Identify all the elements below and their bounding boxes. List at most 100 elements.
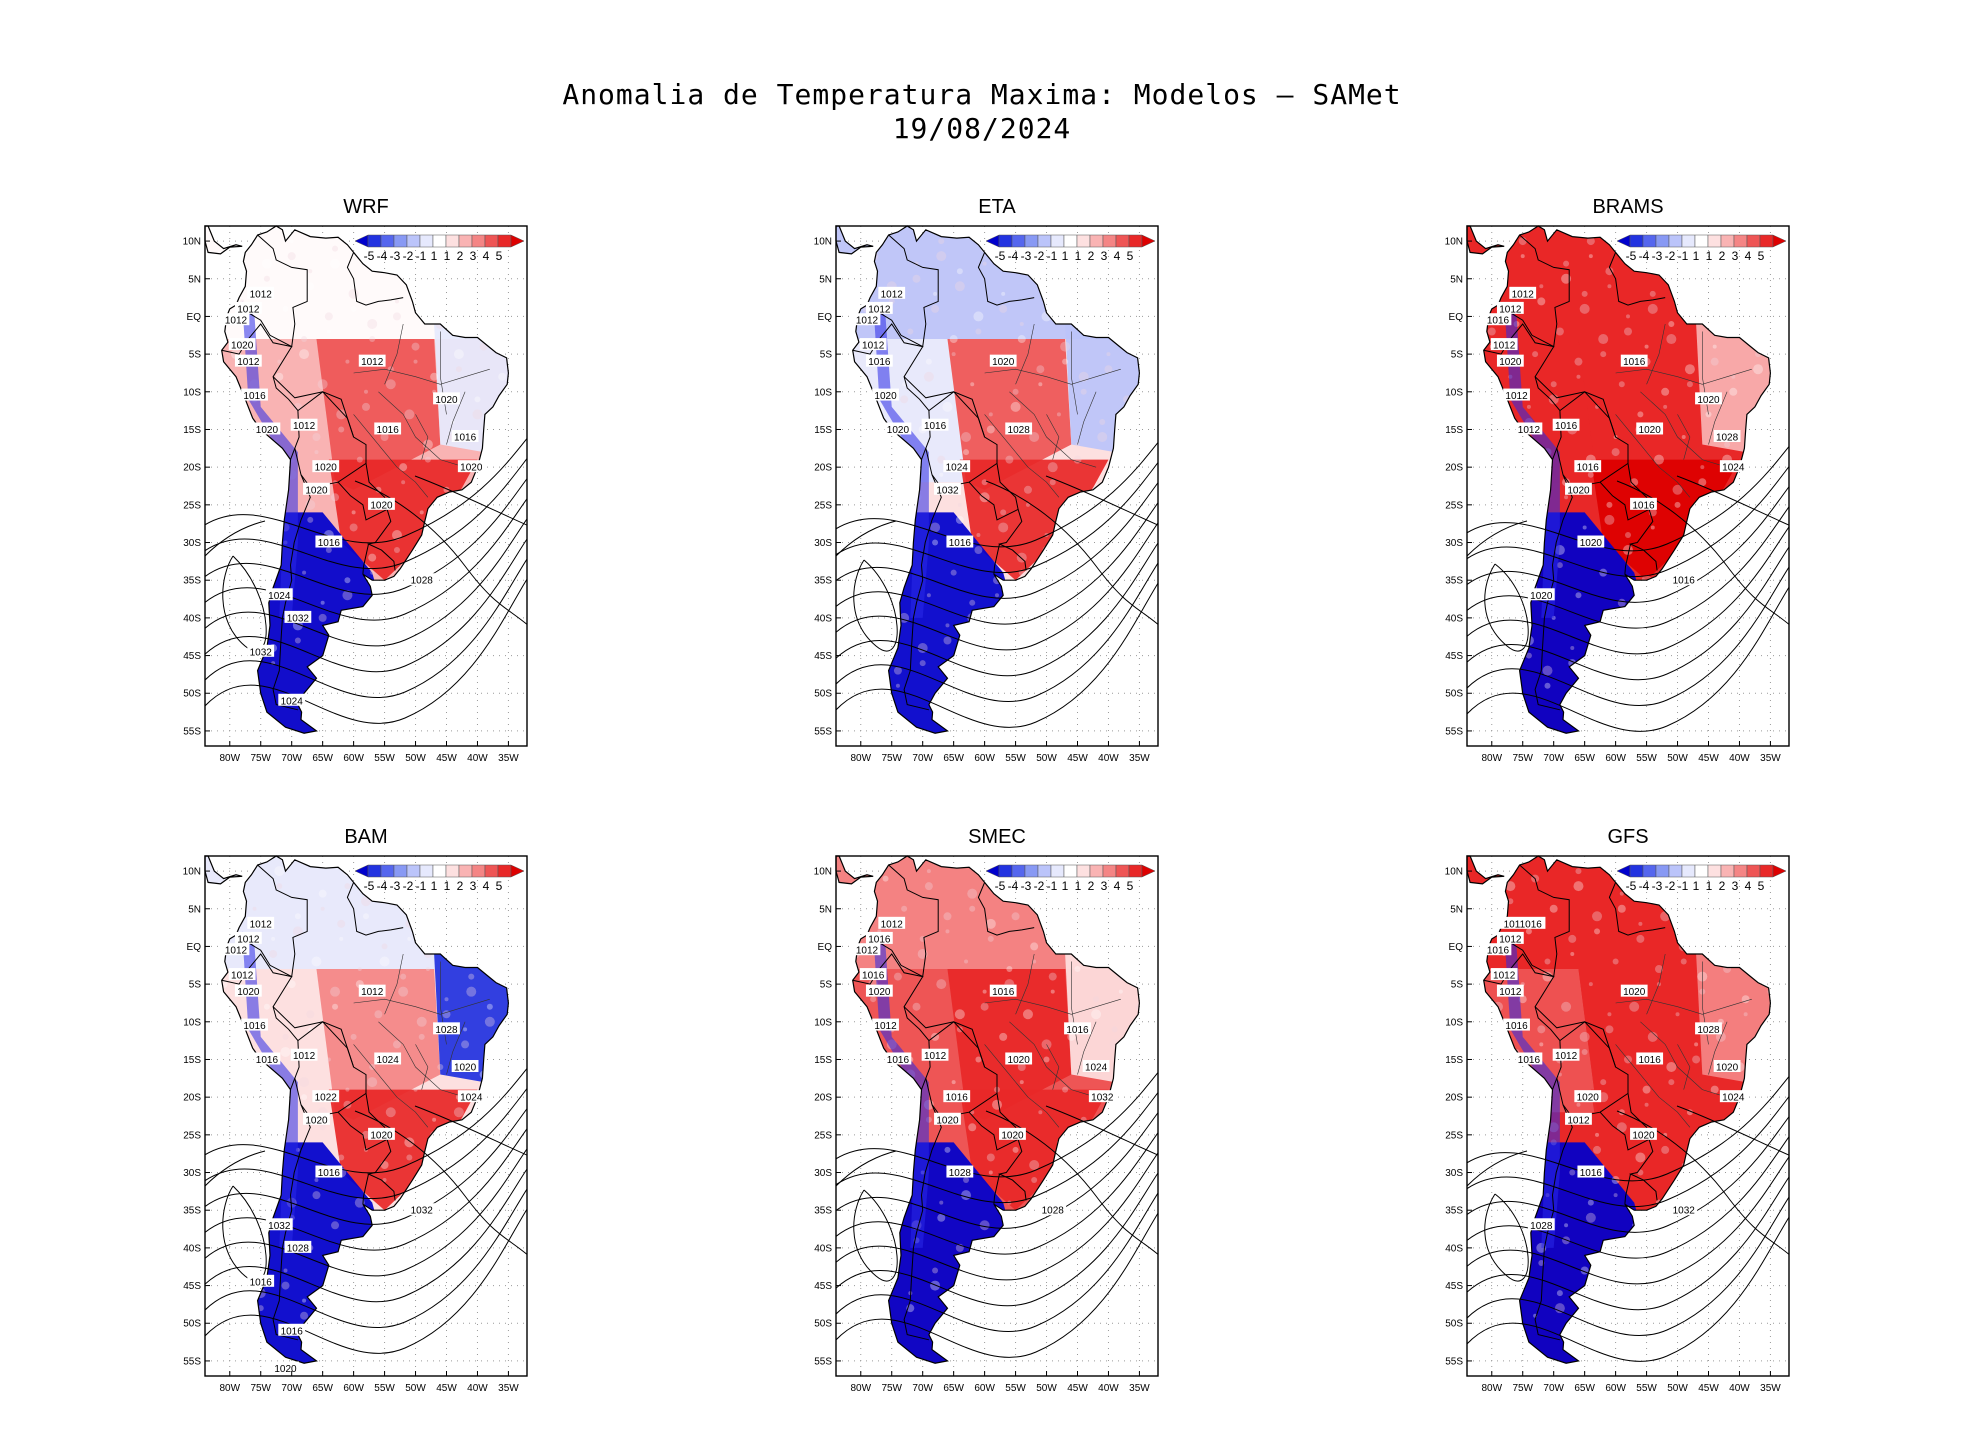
- lat-tick-label: 5S: [820, 980, 833, 991]
- colorbar-swatch: [1076, 864, 1091, 878]
- lat-tick-label: 35S: [814, 1206, 832, 1217]
- isobar-lines: [1467, 445, 1789, 732]
- isobar-label: 1012: [222, 943, 250, 957]
- lat-tick-label: 20S: [183, 1093, 201, 1104]
- colorbar-label: 4: [483, 879, 490, 893]
- svg-text:1020: 1020: [1499, 357, 1522, 368]
- isobar-label: 1024: [374, 1052, 402, 1066]
- lat-tick-label: 5N: [188, 274, 201, 285]
- lon-tick-label: 40W: [467, 753, 488, 764]
- colorbar-label: 3: [470, 249, 477, 263]
- svg-text:1012: 1012: [1505, 391, 1528, 402]
- lat-tick-label: 15S: [814, 425, 832, 436]
- lat-tick-label: 40S: [1445, 1243, 1463, 1254]
- isobar-label: 1012: [1565, 1112, 1592, 1126]
- svg-text:1020: 1020: [887, 425, 910, 436]
- lat-tick-label: 5S: [1451, 980, 1464, 991]
- isobar-label: 1016: [253, 1052, 281, 1066]
- svg-text:1024: 1024: [1722, 463, 1745, 474]
- isobar-label: 1012: [1496, 984, 1524, 998]
- isobar-label: 1012: [1490, 968, 1518, 982]
- svg-text:1016: 1016: [924, 421, 947, 432]
- colorbar-swatch: [419, 234, 434, 248]
- svg-text:1028: 1028: [949, 1168, 972, 1179]
- colorbar-swatch: [1720, 864, 1735, 878]
- svg-text:1012: 1012: [231, 971, 254, 982]
- lat-tick-label: 30S: [1445, 1168, 1463, 1179]
- colorbar-label: 3: [1101, 879, 1108, 893]
- lon-tick-label: 40W: [1098, 1383, 1119, 1394]
- colorbar-swatch: [1733, 864, 1748, 878]
- colorbar-swatch: [484, 234, 499, 248]
- colorbar-swatch: [1681, 234, 1696, 248]
- svg-text:1028: 1028: [435, 1025, 458, 1036]
- lon-tick-label: 70W: [281, 1383, 302, 1394]
- lat-tick-label: 50S: [814, 1319, 832, 1330]
- isobar-label: 1028: [946, 1165, 974, 1179]
- lat-tick-label: 45S: [183, 1281, 201, 1292]
- lat-tick-label: 35S: [814, 576, 832, 587]
- lon-tick-label: 75W: [881, 753, 902, 764]
- colorbar-label: -3: [1021, 249, 1032, 263]
- axis-labels: 10N 5N EQ 5S 10S 15S 20S 25S 30S 35S 40S 45S 50S 55S 8…: [183, 867, 520, 1394]
- lon-tick-label: 80W: [219, 753, 240, 764]
- svg-text:1020: 1020: [460, 463, 483, 474]
- colorbar-swatch: [1772, 864, 1787, 878]
- lon-tick-label: 35W: [498, 753, 519, 764]
- svg-text:1012: 1012: [868, 304, 891, 315]
- lat-tick-label: 15S: [1445, 1055, 1463, 1066]
- isobar-label: 1020: [934, 1112, 961, 1126]
- isobar-label: 1016: [1484, 313, 1512, 327]
- svg-text:1016: 1016: [1066, 1025, 1089, 1036]
- figure-title: Anomalia de Temperatura Maxima: Modelos …: [562, 78, 1402, 111]
- isobar-label: 1016: [1636, 1052, 1664, 1066]
- isobar-label: 1028: [1713, 430, 1741, 444]
- colorbar-label: 1: [1062, 249, 1069, 263]
- isobar-label: 1028: [408, 573, 436, 587]
- colorbar-swatch: [1089, 864, 1104, 878]
- map-frame: [1466, 855, 1790, 1377]
- svg-text:1016: 1016: [1487, 946, 1510, 957]
- isobar-label: 1012: [228, 968, 256, 982]
- lon-tick-label: 45W: [1698, 753, 1719, 764]
- svg-text:1016: 1016: [868, 357, 891, 368]
- svg-text:1016: 1016: [243, 391, 266, 402]
- svg-text:1016: 1016: [1632, 500, 1655, 511]
- lon-tick-label: 55W: [1636, 753, 1657, 764]
- colorbar-label: -3: [1021, 879, 1032, 893]
- svg-text:1020: 1020: [1639, 425, 1662, 436]
- colorbar-swatch: [406, 864, 421, 878]
- colorbar-label: -5: [995, 879, 1006, 893]
- lon-tick-label: 70W: [1543, 753, 1564, 764]
- isobar-label: 1016: [1552, 418, 1580, 432]
- lat-tick-label: 55S: [1445, 1356, 1463, 1367]
- lon-tick-label: 50W: [405, 753, 426, 764]
- lat-tick-label: 15S: [183, 425, 201, 436]
- colorbar-label: 5: [1758, 249, 1765, 263]
- colorbar-label: 1: [1693, 879, 1700, 893]
- lat-tick-label: 45S: [1445, 1281, 1463, 1292]
- isobar-label: 1016: [315, 535, 343, 549]
- isobar-label: 1032: [934, 482, 961, 496]
- isobar-label: 1032: [265, 1218, 293, 1232]
- svg-text:1020: 1020: [874, 391, 897, 402]
- svg-text:1012: 1012: [881, 289, 904, 300]
- colorbar-label: -5: [1626, 249, 1637, 263]
- lon-tick-label: 40W: [1729, 1383, 1750, 1394]
- colorbar-swatch: [1707, 234, 1722, 248]
- colorbar-label: -5: [1626, 879, 1637, 893]
- colorbar-label: 5: [1127, 249, 1134, 263]
- lat-tick-label: 5S: [820, 350, 833, 361]
- colorbar-swatch: [367, 864, 382, 878]
- figure-date: 19/08/2024: [892, 112, 1072, 145]
- svg-text:1012: 1012: [237, 357, 260, 368]
- isobar-label: 1012: [1552, 1048, 1580, 1062]
- isobar-label: 1016: [1574, 460, 1602, 474]
- svg-text:1020: 1020: [435, 395, 458, 406]
- svg-text:1020: 1020: [992, 357, 1015, 368]
- svg-text:1020: 1020: [1567, 485, 1590, 496]
- isobar-label: 1020: [1527, 588, 1555, 602]
- isobar-label: 1020: [368, 497, 395, 511]
- lon-tick-label: 70W: [912, 1383, 933, 1394]
